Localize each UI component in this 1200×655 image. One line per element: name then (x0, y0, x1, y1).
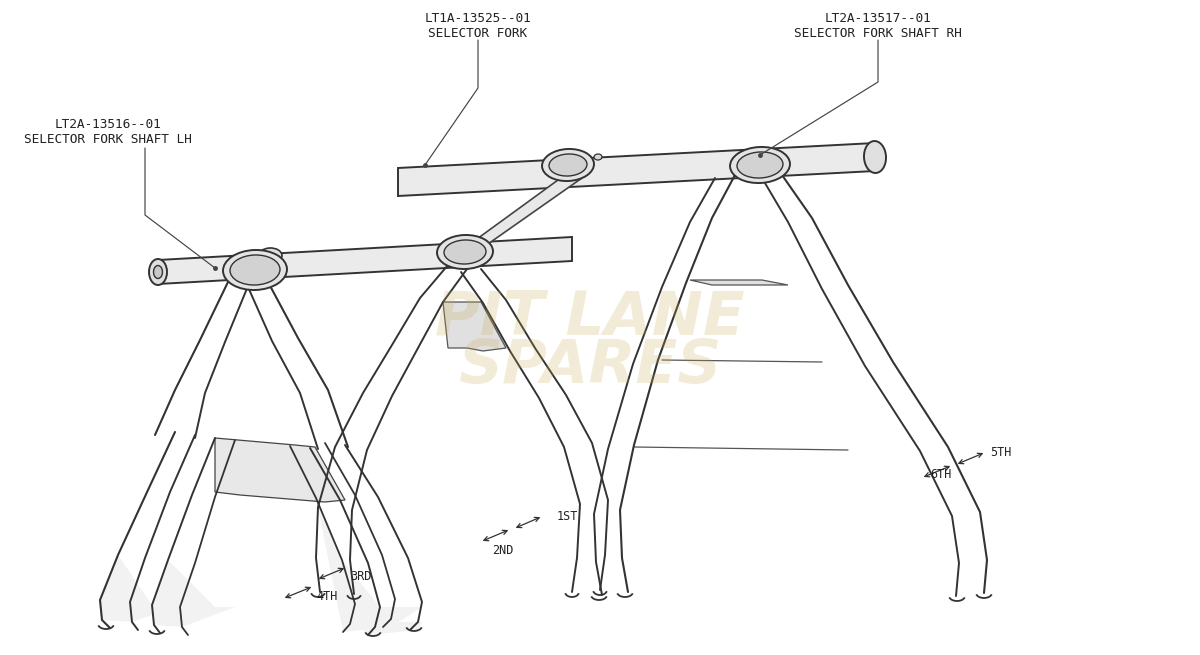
Polygon shape (316, 498, 422, 632)
Ellipse shape (230, 255, 280, 285)
Polygon shape (215, 438, 346, 502)
Text: LT2A-13516--01: LT2A-13516--01 (55, 118, 161, 131)
Ellipse shape (864, 141, 886, 173)
Polygon shape (690, 280, 788, 285)
Ellipse shape (550, 154, 587, 176)
Text: 1ST: 1ST (557, 510, 578, 523)
Text: 2ND: 2ND (492, 544, 514, 557)
Ellipse shape (258, 248, 282, 264)
Text: 5TH: 5TH (990, 445, 1012, 458)
Text: LT2A-13517--01: LT2A-13517--01 (824, 12, 931, 25)
Text: LT1A-13525--01: LT1A-13525--01 (425, 12, 532, 25)
Ellipse shape (744, 153, 772, 171)
Polygon shape (152, 560, 235, 627)
Ellipse shape (737, 152, 782, 178)
Ellipse shape (437, 235, 493, 269)
Text: 3RD: 3RD (350, 571, 371, 584)
Text: PIT LANE: PIT LANE (436, 288, 745, 348)
Ellipse shape (223, 250, 287, 290)
Text: 4TH: 4TH (316, 590, 337, 603)
Polygon shape (158, 237, 572, 284)
Ellipse shape (730, 147, 790, 183)
Ellipse shape (450, 239, 474, 255)
Polygon shape (448, 178, 582, 260)
Polygon shape (398, 143, 875, 196)
Text: SELECTOR FORK: SELECTOR FORK (428, 27, 528, 40)
Polygon shape (100, 555, 180, 622)
Text: SPARES: SPARES (458, 337, 721, 396)
Ellipse shape (444, 240, 486, 264)
Text: SELECTOR FORK SHAFT LH: SELECTOR FORK SHAFT LH (24, 133, 192, 146)
Polygon shape (340, 607, 422, 635)
Ellipse shape (542, 149, 594, 181)
Ellipse shape (149, 259, 167, 285)
Text: SELECTOR FORK SHAFT RH: SELECTOR FORK SHAFT RH (794, 27, 962, 40)
Ellipse shape (154, 265, 162, 278)
Ellipse shape (594, 154, 602, 160)
Text: 6TH: 6TH (930, 468, 952, 481)
Polygon shape (443, 302, 506, 351)
